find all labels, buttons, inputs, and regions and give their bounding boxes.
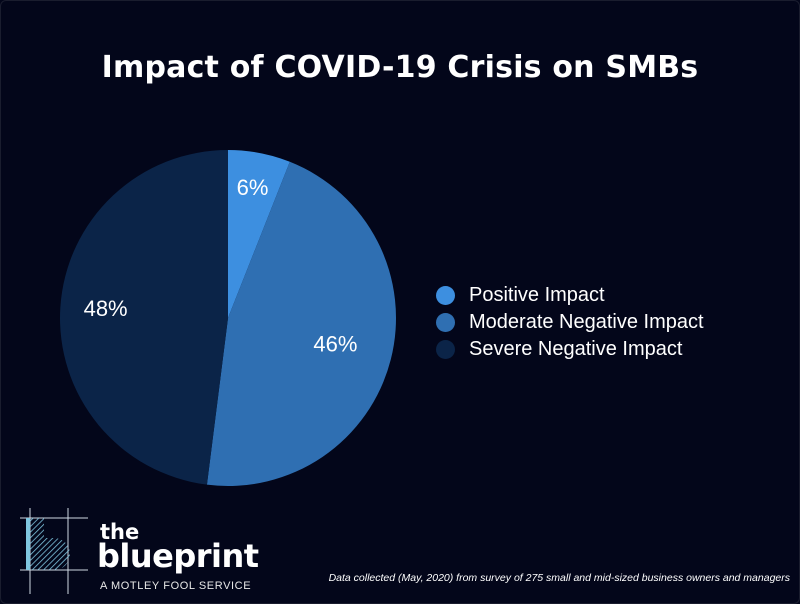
pie-slice-severe: [59, 150, 228, 485]
pie-slice-positive: [228, 150, 290, 318]
blueprint-logo-mark: [20, 508, 88, 594]
pie-label-severe: 48%: [84, 296, 128, 321]
logo-tagline: A MOTLEY FOOL SERVICE: [100, 580, 252, 592]
legend-item-severe: Severe Negative Impact: [436, 336, 704, 363]
chart-title: Impact of COVID-19 Crisis on SMBs: [101, 50, 699, 85]
data-footnote: Data collected (May, 2020) from survey o…: [328, 572, 790, 584]
legend-swatch-positive: [436, 286, 455, 305]
logo-word-the: the: [100, 520, 140, 544]
legend-swatch-severe: [436, 340, 455, 359]
logo-word-blueprint: blueprint: [97, 537, 259, 575]
legend-swatch-moderate: [436, 313, 455, 332]
legend-item-positive: Positive Impact: [436, 282, 704, 309]
legend-label-severe: Severe Negative Impact: [469, 338, 683, 360]
pie-slice-moderate: [206, 161, 396, 486]
chart-legend: Positive Impact Moderate Negative Impact…: [436, 282, 704, 363]
legend-label-moderate: Moderate Negative Impact: [469, 311, 704, 333]
legend-label-positive: Positive Impact: [469, 284, 605, 306]
pie-label-moderate: 46%: [313, 331, 357, 356]
pie-label-positive: 6%: [237, 175, 269, 200]
legend-item-moderate: Moderate Negative Impact: [436, 309, 704, 336]
